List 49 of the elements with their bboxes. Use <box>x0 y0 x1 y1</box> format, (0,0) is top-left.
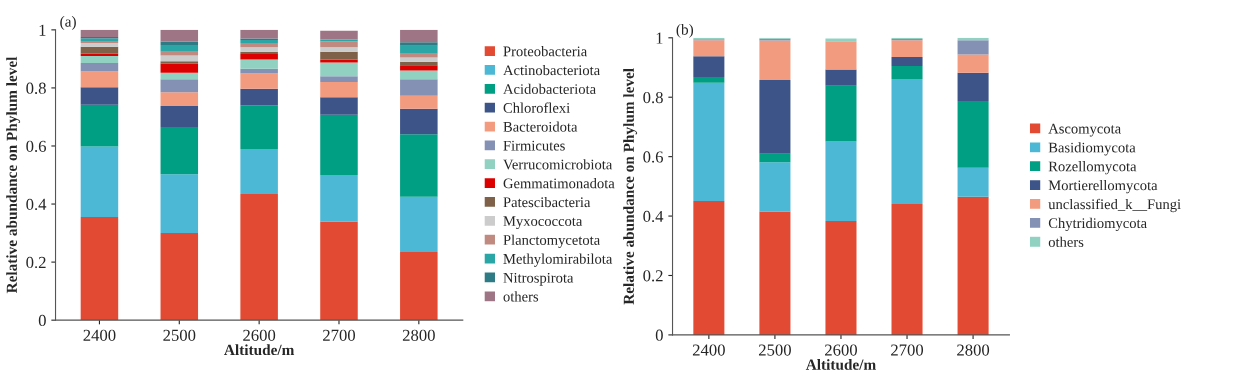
x-tick-label: 2500 <box>163 329 196 341</box>
y-tick-label: 0 <box>655 329 663 341</box>
y-tick-label: 0.6 <box>643 151 663 163</box>
x-axis-title: Altitude/m <box>224 344 295 356</box>
legend-label: Planctomycetota <box>503 234 600 248</box>
y-tick-label: 0.4 <box>643 210 664 223</box>
legend-label: Patescibacteria <box>503 196 591 208</box>
x-tick-label: 2800 <box>957 344 990 356</box>
y-tick-label: 0.6 <box>26 140 46 152</box>
legend-label: others <box>503 291 539 302</box>
x-axis-title: Altitude/m <box>805 359 876 370</box>
legend-label: Proteobacteria <box>503 46 587 57</box>
annotation: (b) <box>676 23 694 38</box>
legend-label: Chloroflexi <box>503 102 570 113</box>
legend-label: Mortierellomycota <box>1048 180 1158 194</box>
legend-label: Methylomirabilota <box>503 253 613 267</box>
x-tick-label: 2400 <box>692 344 725 356</box>
legend-label: others <box>1048 236 1084 247</box>
x-tick-label: 2600 <box>243 329 276 341</box>
y-tick-label: 1 <box>39 24 46 36</box>
legend-label: Basidiomycota <box>1048 142 1136 156</box>
legend-label: Nitrospirota <box>503 272 574 286</box>
legend-label: Verrucomicrobiota <box>503 159 613 170</box>
legend-label: Firmicutes <box>503 140 565 151</box>
legend-label: Actinobacteriota <box>503 64 600 76</box>
annotation: (a) <box>60 16 76 30</box>
legend-label: Chytridiomycota <box>1048 217 1147 232</box>
legend-label: Rozellomycota <box>1048 161 1137 175</box>
x-tick-label: 2500 <box>758 344 791 356</box>
y-tick-label: 0.2 <box>26 256 46 269</box>
x-tick-label: 2800 <box>402 329 435 341</box>
y-tick-label: 0.8 <box>26 82 46 94</box>
y-axis-title: Relative abundance on Phylum level <box>6 56 21 294</box>
y-tick-label: 0.8 <box>643 91 663 104</box>
legend-label: unclassified_k__Fungi <box>1048 198 1181 213</box>
legend-label: Myxococcota <box>503 216 583 230</box>
y-tick-label: 0.4 <box>26 198 47 211</box>
y-tick-label: 0 <box>38 314 46 327</box>
legend-label: Bacteroidota <box>503 121 578 132</box>
legend-label: Acidobacteriota <box>503 83 596 95</box>
x-tick-label: 2600 <box>825 344 857 356</box>
legend-label: Ascomycota <box>1048 123 1121 137</box>
x-tick-label: 2700 <box>891 344 924 356</box>
x-tick-label: 2700 <box>323 329 356 341</box>
legend-label: Gemmatimonadota <box>503 178 615 189</box>
x-tick-label: 2400 <box>83 329 116 341</box>
y-tick-label: 1 <box>656 32 663 44</box>
y-tick-label: 0.2 <box>643 270 663 282</box>
y-axis-title: Relative abundance on Phylum level <box>623 68 638 305</box>
